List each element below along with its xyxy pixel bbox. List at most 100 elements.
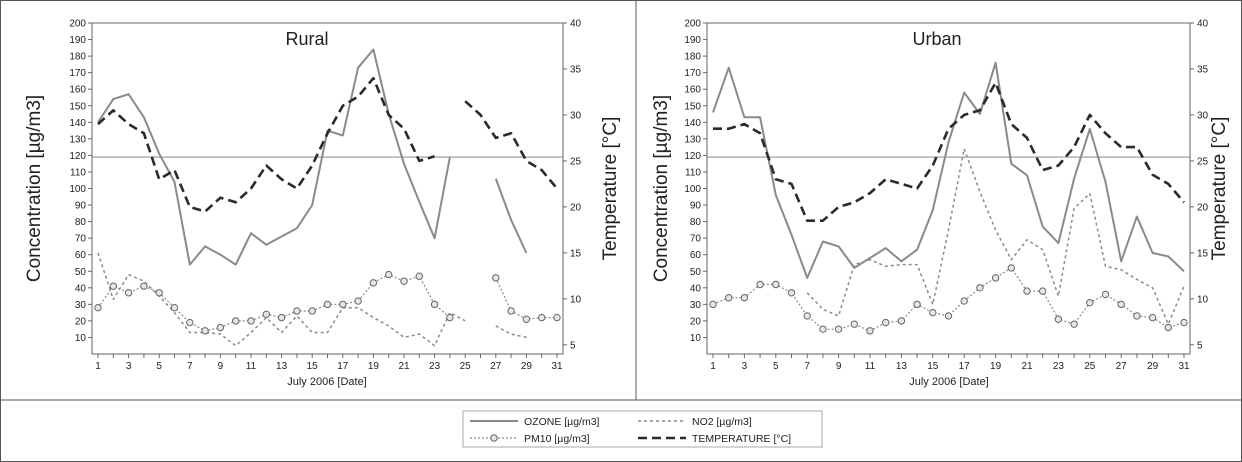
data-point-pm10 (1023, 287, 1031, 295)
data-point-pm10 (277, 313, 286, 322)
y-tick-label: 60 (690, 250, 702, 261)
y-tick-label: 80 (690, 217, 702, 228)
y2-tick-label: 30 (1197, 110, 1209, 121)
y2-tick-label: 25 (570, 156, 582, 167)
y2-tick-label: 35 (570, 64, 582, 75)
data-point-pm10 (1148, 313, 1157, 322)
data-point-pm10 (897, 317, 906, 325)
x-tick-label: 1 (710, 361, 716, 372)
data-point-pm10 (1039, 287, 1047, 295)
data-point-pm10 (201, 327, 209, 335)
data-point-pm10 (787, 289, 796, 297)
data-point-pm10 (1070, 320, 1078, 328)
data-point-pm10 (186, 318, 194, 327)
x-tick-label: 11 (865, 361, 876, 372)
x-tick-label: 13 (896, 361, 908, 372)
y2-tick-label: 10 (570, 294, 582, 305)
data-point-pm10 (155, 289, 163, 297)
legend-item-ozone: OZONE [µg/m3] (470, 416, 600, 428)
x-tick-label: 23 (429, 361, 441, 372)
y-tick-label: 60 (75, 250, 87, 261)
legend: OZONE [µg/m3] NO2 [µg/m3] PM10 [µg/m3] T… (462, 410, 823, 448)
data-point-pm10 (109, 282, 118, 290)
series-line-no2 (806, 148, 1185, 325)
x-tick-label: 25 (1084, 361, 1096, 372)
data-point-pm10 (415, 272, 423, 280)
x-tick-label: 21 (398, 361, 410, 372)
x-tick-label: 19 (368, 361, 380, 372)
y2-tick-label: 40 (1197, 19, 1209, 30)
y-tick-label: 120 (69, 151, 86, 162)
y-tick-label: 170 (69, 68, 86, 79)
y2-tick-label: 25 (1197, 156, 1209, 167)
legend-marker-pm10 (490, 434, 498, 442)
data-point-pm10 (507, 307, 515, 315)
x-tick-label: 27 (490, 361, 502, 372)
data-point-pm10 (709, 300, 717, 309)
x-tick-label: 31 (1178, 361, 1190, 372)
data-point-pm10 (850, 320, 858, 328)
y-tick-label: 180 (69, 52, 86, 63)
data-point-pm10 (944, 312, 953, 320)
series-line-pm10 (712, 267, 1185, 332)
data-point-pm10 (834, 325, 843, 333)
data-point-pm10 (400, 277, 408, 285)
y2-tick-label: 5 (570, 340, 576, 351)
data-point-pm10 (1086, 298, 1094, 307)
data-point-pm10 (339, 300, 347, 309)
data-point-pm10 (446, 313, 454, 322)
y-tick-label: 190 (684, 35, 701, 46)
legend-item-no2: NO2 [µg/m3] (638, 416, 752, 428)
data-point-pm10 (882, 318, 890, 327)
x-tick-label: 7 (187, 361, 193, 372)
y-tick-label: 180 (684, 52, 701, 63)
y2-tick-label: 20 (1197, 202, 1209, 213)
data-point-pm10 (991, 274, 1000, 282)
series-line-temperature (713, 81, 1185, 222)
data-point-pm10 (1133, 312, 1141, 320)
x-tick-label: 21 (1021, 361, 1033, 372)
y-tick-label: 140 (684, 118, 701, 129)
y-tick-label: 20 (690, 316, 702, 327)
y2-tick-label: 15 (570, 248, 582, 259)
data-point-pm10 (232, 317, 240, 325)
y-tick-label: 40 (690, 283, 702, 294)
data-point-pm10 (976, 284, 984, 292)
data-point-pm10 (803, 312, 811, 320)
x-tick-label: 15 (927, 361, 939, 372)
y2-tick-label: 5 (1197, 340, 1203, 351)
data-point-pm10 (247, 317, 255, 325)
y-tick-label: 130 (69, 134, 86, 145)
y-tick-label: 30 (690, 300, 702, 311)
x-tick-label: 17 (959, 361, 971, 372)
data-point-pm10 (369, 279, 378, 287)
series-line-temperature (97, 76, 558, 213)
y2-tick-label: 15 (1197, 248, 1209, 259)
y-axis-title: Concentration [µg/m3] (24, 95, 45, 282)
y-tick-label: 10 (75, 333, 87, 344)
x-tick-label: 13 (276, 361, 288, 372)
data-point-pm10 (553, 313, 561, 322)
legend-label-no2: NO2 [µg/m3] (692, 416, 752, 428)
y-tick-label: 40 (75, 283, 87, 294)
x-tick-label: 29 (1147, 361, 1159, 372)
series-line-ozone (712, 61, 1185, 279)
x-tick-label: 5 (773, 361, 779, 372)
panel-rural: 1020304050607080901001101201301401501601… (24, 19, 621, 389)
data-point-pm10 (323, 300, 332, 309)
y-tick-label: 110 (685, 167, 701, 178)
y-tick-label: 160 (69, 85, 86, 96)
x-tick-label: 11 (246, 361, 257, 372)
panel-title: Rural (285, 29, 328, 49)
legend-label-temperature: TEMPERATURE [°C] (692, 433, 791, 445)
y-tick-label: 90 (690, 201, 702, 212)
x-tick-label: 15 (307, 361, 319, 372)
y2-tick-label: 10 (1197, 294, 1209, 305)
x-tick-label: 27 (1116, 361, 1128, 372)
y2-axis-title: Temperature [°C] (600, 117, 621, 261)
y-tick-label: 190 (69, 35, 86, 46)
x-axis-title: July 2006 [Date] (909, 376, 989, 388)
y-axis-title: Concentration [µg/m3] (651, 95, 672, 282)
